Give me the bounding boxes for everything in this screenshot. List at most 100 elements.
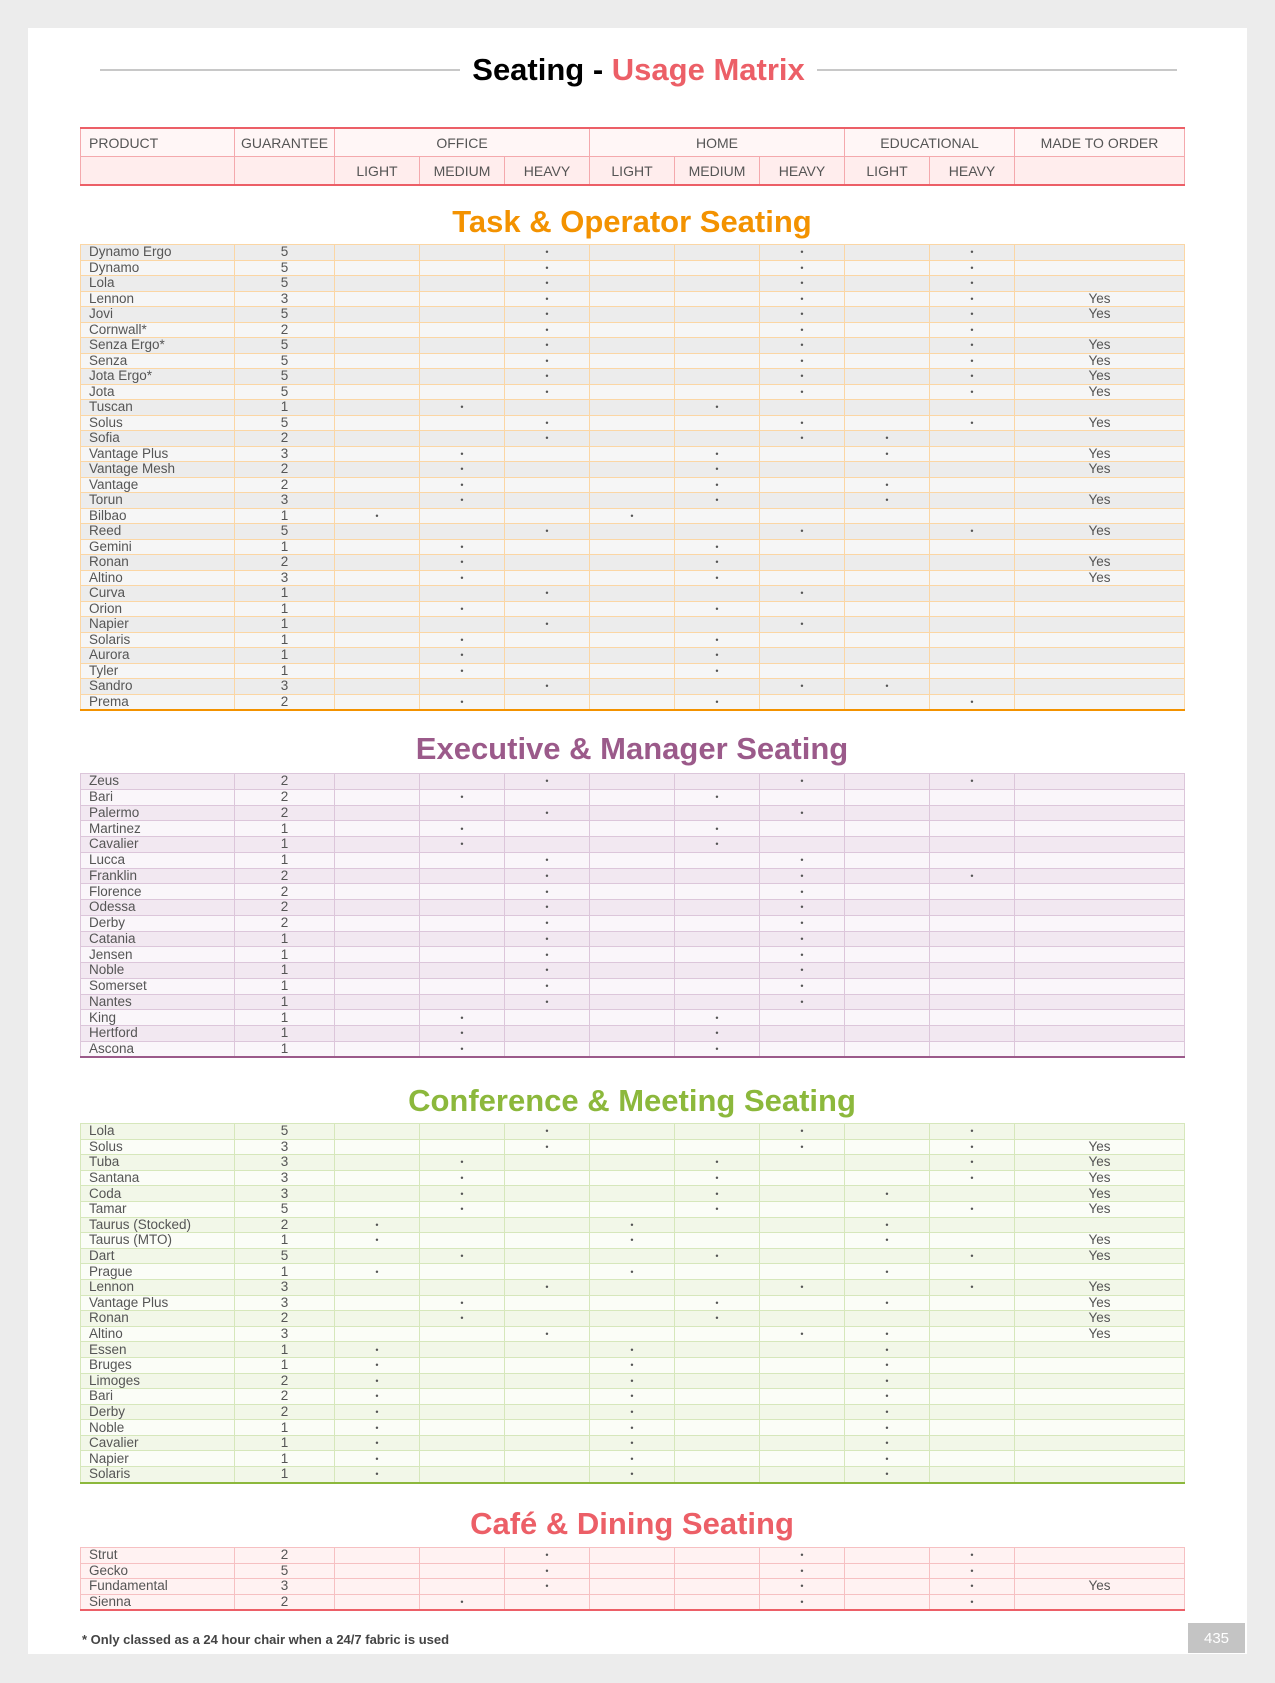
- usage-home-medium: [674, 773, 760, 790]
- usage-home-light: [589, 883, 675, 900]
- made-to-order: Yes: [1014, 1278, 1185, 1296]
- guarantee-years: 1: [234, 1009, 335, 1026]
- product-name: Senza Ergo*: [80, 337, 235, 354]
- usage-office-light: [334, 977, 420, 995]
- usage-mark-educational-heavy: •: [929, 1593, 1015, 1611]
- usage-mark-educational-light: •: [844, 1403, 930, 1421]
- usage-mark-office-light: •: [334, 1466, 420, 1484]
- usage-educational-light: [844, 883, 930, 900]
- usage-mark-home-light: •: [589, 1466, 675, 1484]
- usage-home-light: [589, 962, 675, 979]
- made-to-order: Yes: [1014, 1154, 1185, 1171]
- usage-mark-office-light: •: [334, 1403, 420, 1421]
- guarantee-years: 2: [234, 788, 335, 806]
- usage-mark-home-heavy: •: [759, 883, 845, 900]
- usage-mark-home-medium: •: [674, 445, 760, 462]
- guarantee-years: 1: [234, 647, 335, 664]
- usage-educational-heavy: [929, 1263, 1015, 1280]
- usage-home-light: [589, 585, 675, 602]
- made-to-order: Yes: [1014, 1310, 1185, 1327]
- usage-educational-heavy: [929, 569, 1015, 586]
- usage-home-medium: [674, 977, 760, 995]
- header-educational-heavy: HEAVY: [929, 156, 1016, 186]
- guarantee-years: 3: [234, 1185, 335, 1202]
- usage-home-heavy: [759, 820, 845, 837]
- usage-office-heavy: [504, 1025, 590, 1042]
- table-row: Torun 3 • • • Yes: [80, 492, 1185, 509]
- usage-home-medium: [674, 368, 760, 385]
- usage-office-heavy: [504, 1372, 590, 1390]
- usage-home-medium: [674, 383, 760, 400]
- usage-office-medium: [419, 430, 505, 447]
- guarantee-years: 1: [234, 993, 335, 1011]
- usage-home-light: [589, 836, 675, 853]
- usage-educational-light: [844, 507, 930, 524]
- guarantee-years: 3: [234, 678, 335, 695]
- usage-mark-home-medium: •: [674, 662, 760, 679]
- usage-office-light: [334, 1025, 420, 1042]
- usage-mark-home-medium: •: [674, 1169, 760, 1187]
- usage-office-medium: [419, 1232, 505, 1249]
- usage-office-light: [334, 946, 420, 963]
- usage-home-heavy: [759, 693, 845, 711]
- usage-office-medium: [419, 1419, 505, 1436]
- usage-mark-educational-light: •: [844, 492, 930, 509]
- usage-office-heavy: [504, 1388, 590, 1405]
- usage-mark-office-medium: •: [419, 1294, 505, 1312]
- column-header-table: PRODUCT GUARANTEE OFFICE HOME EDUCATIONA…: [80, 127, 1186, 186]
- usage-home-heavy: [759, 1356, 845, 1374]
- usage-mark-home-medium: •: [674, 631, 760, 648]
- usage-office-heavy: [504, 569, 590, 586]
- usage-office-medium: [419, 1403, 505, 1421]
- made-to-order: [1014, 678, 1185, 695]
- usage-office-medium: [419, 275, 505, 292]
- made-to-order: Yes: [1014, 414, 1185, 431]
- made-to-order: Yes: [1014, 290, 1185, 307]
- usage-office-heavy: [504, 1434, 590, 1452]
- product-name: Bari: [80, 788, 235, 806]
- usage-office-light: [334, 647, 420, 664]
- usage-office-light: [334, 337, 420, 354]
- product-name: Noble: [80, 1419, 235, 1436]
- usage-home-light: [589, 492, 675, 509]
- usage-mark-educational-heavy: •: [929, 1547, 1015, 1564]
- usage-mark-home-heavy: •: [759, 523, 845, 540]
- usage-educational-light: [844, 993, 930, 1011]
- table-row: Lola 5 • • •: [80, 1123, 1185, 1140]
- usage-office-medium: [419, 1263, 505, 1280]
- usage-office-medium: [419, 946, 505, 963]
- usage-mark-home-medium: •: [674, 461, 760, 478]
- usage-home-heavy: [759, 1434, 845, 1452]
- usage-office-light: [334, 1310, 420, 1327]
- usage-educational-heavy: [929, 1294, 1015, 1312]
- guarantee-years: 5: [234, 337, 335, 354]
- usage-mark-office-medium: •: [419, 600, 505, 617]
- usage-home-medium: [674, 1263, 760, 1280]
- guarantee-years: 1: [234, 1263, 335, 1280]
- usage-mark-educational-light: •: [844, 476, 930, 493]
- usage-mark-office-heavy: •: [504, 337, 590, 354]
- usage-mark-office-heavy: •: [504, 867, 590, 885]
- usage-educational-heavy: [929, 1341, 1015, 1358]
- usage-mark-educational-heavy: •: [929, 1123, 1015, 1140]
- product-name: Tuscan: [80, 399, 235, 416]
- usage-office-medium: [419, 1388, 505, 1405]
- usage-home-heavy: [759, 1388, 845, 1405]
- guarantee-years: 2: [234, 1372, 335, 1390]
- usage-mark-educational-heavy: •: [929, 414, 1015, 431]
- usage-home-light: [589, 259, 675, 276]
- usage-educational-light: [844, 290, 930, 307]
- usage-home-light: [589, 569, 675, 586]
- made-to-order: [1014, 585, 1185, 602]
- product-name: Sienna: [80, 1593, 235, 1611]
- usage-educational-light: [844, 820, 930, 837]
- product-name: Coda: [80, 1185, 235, 1202]
- usage-home-light: [589, 1123, 675, 1140]
- usage-home-heavy: [759, 1419, 845, 1436]
- usage-office-light: [334, 1040, 420, 1058]
- usage-home-medium: [674, 883, 760, 900]
- product-name: Tyler: [80, 662, 235, 679]
- usage-office-light: [334, 492, 420, 509]
- usage-home-light: [589, 678, 675, 695]
- usage-home-light: [589, 788, 675, 806]
